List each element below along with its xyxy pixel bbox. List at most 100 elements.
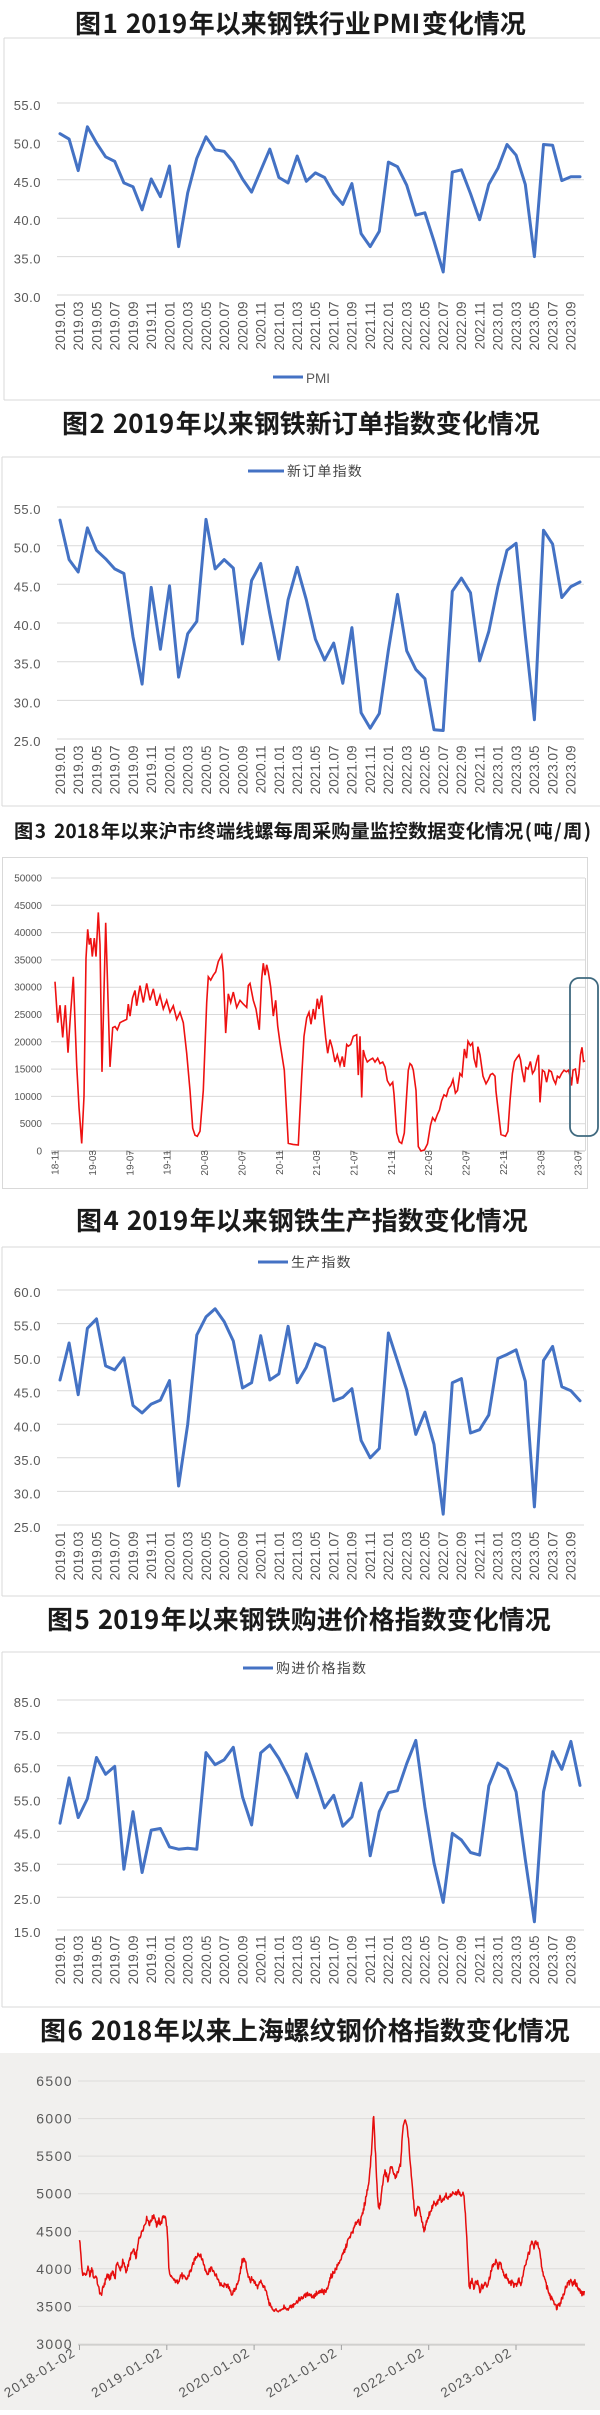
svg-text:2019.11: 2019.11: [144, 302, 159, 350]
svg-text:2023.05: 2023.05: [527, 746, 542, 795]
svg-text:30.0: 30.0: [14, 695, 41, 710]
svg-text:2023.03: 2023.03: [509, 1936, 524, 1985]
svg-text:30.0: 30.0: [14, 1486, 41, 1501]
svg-text:2021.01: 2021.01: [272, 1936, 287, 1985]
svg-text:25.0: 25.0: [14, 1520, 41, 1535]
svg-text:2019.09: 2019.09: [126, 746, 141, 795]
svg-text:45.0: 45.0: [14, 579, 41, 594]
svg-text:25000: 25000: [14, 1010, 42, 1021]
svg-text:2020.09: 2020.09: [235, 302, 250, 351]
svg-text:2019.07: 2019.07: [108, 746, 123, 795]
svg-text:2022.11: 2022.11: [473, 1936, 488, 1984]
svg-text:4500: 4500: [36, 2223, 73, 2239]
svg-text:2020.07: 2020.07: [217, 746, 232, 795]
svg-text:45000: 45000: [14, 901, 42, 912]
svg-text:2021.09: 2021.09: [345, 302, 360, 351]
svg-text:2022.05: 2022.05: [418, 746, 433, 795]
svg-text:2023.01: 2023.01: [491, 1532, 506, 1581]
svg-text:2019.03: 2019.03: [71, 1532, 86, 1581]
svg-text:2022.07: 2022.07: [436, 746, 451, 795]
svg-text:2020.09: 2020.09: [235, 1532, 250, 1581]
svg-text:2019.03: 2019.03: [71, 302, 86, 351]
svg-text:2022.01: 2022.01: [381, 1532, 396, 1581]
svg-text:2021.01: 2021.01: [272, 746, 287, 795]
svg-text:50.0: 50.0: [14, 136, 41, 151]
svg-text:2021.05: 2021.05: [308, 1936, 323, 1985]
svg-text:2023.01: 2023.01: [491, 746, 506, 795]
svg-text:55.0: 55.0: [14, 502, 41, 517]
svg-text:85.0: 85.0: [14, 1695, 41, 1710]
svg-text:2021.09: 2021.09: [345, 1936, 360, 1985]
svg-text:2023.03: 2023.03: [509, 302, 524, 351]
svg-text:2019.11: 2019.11: [144, 1532, 159, 1580]
svg-text:3500: 3500: [36, 2298, 73, 2314]
svg-text:2021.09: 2021.09: [345, 1532, 360, 1581]
svg-text:2021.09: 2021.09: [345, 746, 360, 795]
svg-text:2019.03: 2019.03: [71, 746, 86, 795]
svg-text:2023.09: 2023.09: [564, 302, 579, 351]
svg-text:2019.03: 2019.03: [71, 1936, 86, 1985]
svg-text:2020.01: 2020.01: [162, 746, 177, 795]
svg-text:2023.05: 2023.05: [527, 302, 542, 351]
svg-text:2021.11: 2021.11: [363, 746, 378, 794]
svg-text:40.0: 40.0: [14, 618, 41, 633]
svg-text:2022.09: 2022.09: [454, 302, 469, 351]
svg-text:2023.07: 2023.07: [545, 746, 560, 795]
svg-text:2021.07: 2021.07: [327, 1532, 342, 1581]
svg-text:2019.05: 2019.05: [89, 302, 104, 351]
svg-text:2022.09: 2022.09: [454, 1936, 469, 1985]
svg-text:5000: 5000: [20, 1119, 43, 1130]
svg-text:0: 0: [36, 1147, 42, 1158]
svg-text:2023.07: 2023.07: [545, 302, 560, 351]
svg-text:21-11: 21-11: [387, 1150, 398, 1175]
svg-text:40000: 40000: [14, 928, 42, 939]
svg-text:PMI: PMI: [306, 371, 330, 386]
svg-text:2020.07: 2020.07: [217, 1936, 232, 1985]
svg-text:5500: 5500: [36, 2148, 73, 2164]
svg-text:2019.07: 2019.07: [108, 1532, 123, 1581]
svg-text:2022.05: 2022.05: [418, 302, 433, 351]
svg-text:35.0: 35.0: [14, 1453, 41, 1468]
svg-text:2021.03: 2021.03: [290, 1532, 305, 1581]
svg-text:2020.07: 2020.07: [217, 302, 232, 351]
svg-text:2020.03: 2020.03: [181, 302, 196, 351]
svg-text:40.0: 40.0: [14, 213, 41, 228]
svg-text:2020.03: 2020.03: [181, 1532, 196, 1581]
svg-text:2022.09: 2022.09: [454, 1532, 469, 1581]
svg-text:2021.03: 2021.03: [290, 746, 305, 795]
svg-text:2019.01: 2019.01: [53, 1936, 68, 1985]
svg-text:50000: 50000: [14, 874, 42, 885]
svg-text:35000: 35000: [14, 955, 42, 966]
svg-text:21-03: 21-03: [312, 1150, 323, 1176]
svg-text:60.0: 60.0: [14, 1285, 41, 1300]
svg-text:2019.05: 2019.05: [89, 746, 104, 795]
svg-text:45.0: 45.0: [14, 1386, 41, 1401]
svg-text:2019.01: 2019.01: [53, 746, 68, 795]
svg-text:6500: 6500: [36, 2073, 73, 2089]
svg-text:2021.07: 2021.07: [327, 302, 342, 351]
svg-text:35.0: 35.0: [14, 252, 41, 267]
svg-text:15.0: 15.0: [14, 1925, 41, 1940]
svg-text:19-11: 19-11: [163, 1150, 174, 1175]
svg-text:20-07: 20-07: [237, 1150, 248, 1176]
svg-text:2019.05: 2019.05: [89, 1936, 104, 1985]
svg-text:75.0: 75.0: [14, 1728, 41, 1743]
svg-text:2020.09: 2020.09: [235, 746, 250, 795]
svg-text:2020.09: 2020.09: [235, 1936, 250, 1985]
svg-text:2023.05: 2023.05: [527, 1532, 542, 1581]
svg-text:20-03: 20-03: [200, 1150, 211, 1176]
svg-text:2022.11: 2022.11: [473, 746, 488, 794]
svg-text:2022.03: 2022.03: [400, 1532, 415, 1581]
svg-text:2023.05: 2023.05: [527, 1936, 542, 1985]
svg-text:2020.11: 2020.11: [254, 1532, 269, 1580]
svg-text:2019.05: 2019.05: [89, 1532, 104, 1581]
svg-text:2022.03: 2022.03: [400, 1936, 415, 1985]
svg-text:2020.11: 2020.11: [254, 1936, 269, 1984]
svg-text:2020.01: 2020.01: [162, 302, 177, 351]
svg-text:5000: 5000: [36, 2186, 73, 2202]
svg-text:2020.01: 2020.01: [162, 1532, 177, 1581]
svg-text:2019.07: 2019.07: [108, 1936, 123, 1985]
svg-text:2020.01: 2020.01: [162, 1936, 177, 1985]
svg-text:10000: 10000: [14, 1092, 42, 1103]
svg-text:20-11: 20-11: [275, 1150, 286, 1175]
